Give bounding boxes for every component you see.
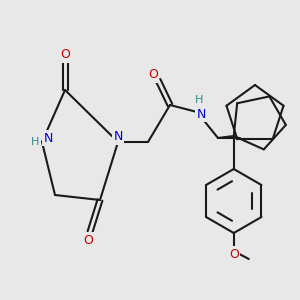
Text: O: O	[148, 68, 158, 82]
Text: O: O	[83, 233, 93, 247]
Text: O: O	[60, 49, 70, 62]
Text: N: N	[196, 107, 206, 121]
Text: N: N	[43, 131, 53, 145]
Text: H: H	[195, 95, 203, 105]
Text: N: N	[113, 130, 123, 143]
Text: O: O	[229, 248, 239, 260]
Text: H: H	[31, 137, 39, 147]
